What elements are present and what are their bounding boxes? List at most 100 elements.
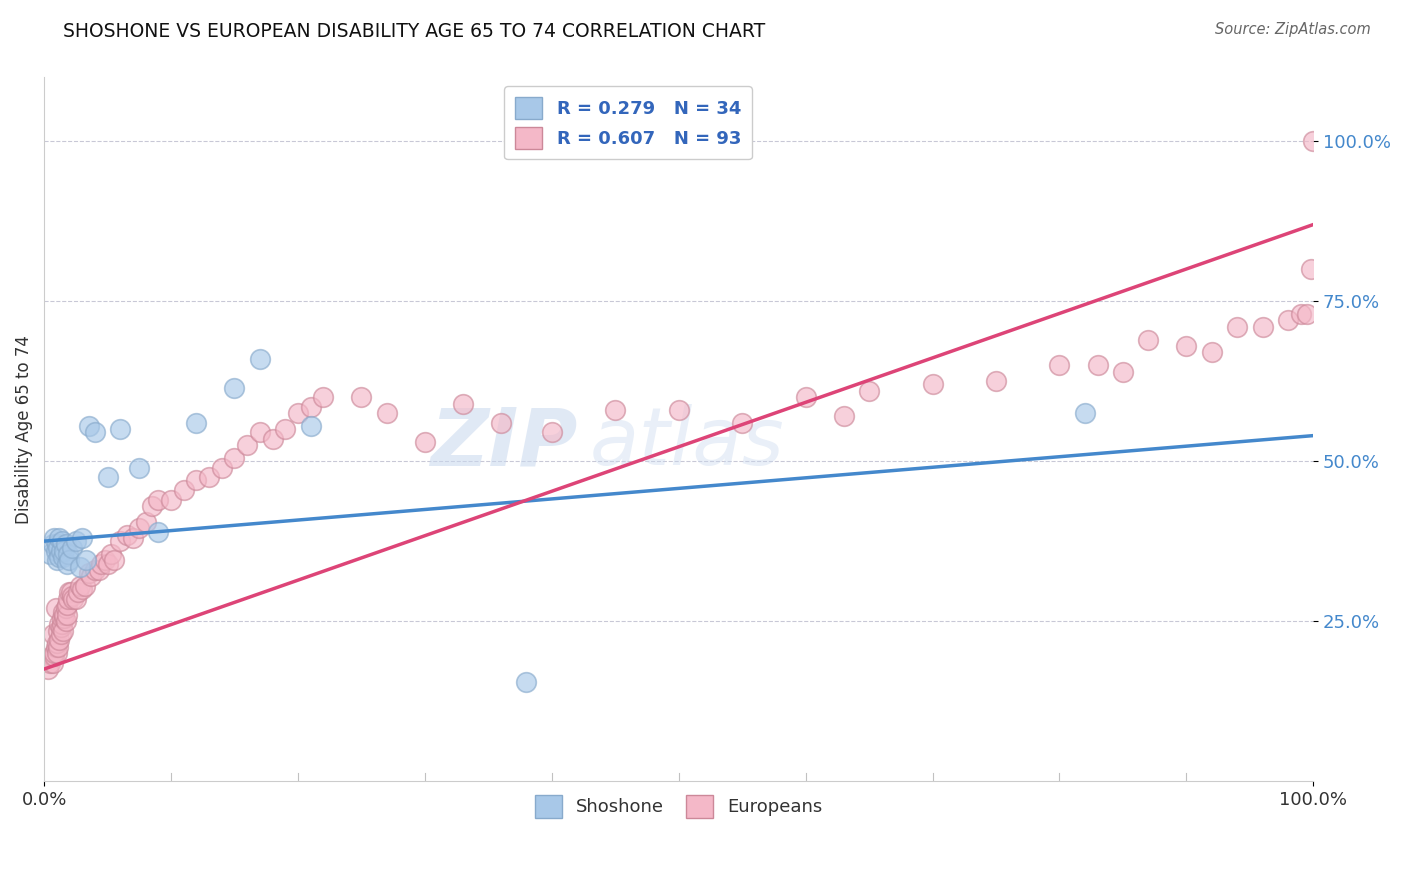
Point (97, 470, 120, 484)
Point (58, 585, 80, 599)
Point (413, 435, 436, 450)
Point (540, 425, 562, 440)
Point (1302, 135, 1324, 149)
Point (56, 557, 79, 571)
Point (58, 591, 80, 606)
Point (299, 400, 322, 414)
Point (62, 591, 84, 606)
Point (41, 649, 63, 664)
Point (90, 557, 112, 571)
Point (186, 474, 208, 488)
Point (46, 624, 69, 638)
Point (858, 384, 880, 398)
Text: Source: ZipAtlas.com: Source: ZipAtlas.com (1215, 22, 1371, 37)
Point (1049, 358, 1071, 372)
Y-axis label: Disability Age 65 to 74: Disability Age 65 to 74 (15, 334, 32, 524)
Point (515, 674, 537, 689)
Point (48, 531, 70, 545)
Point (1112, 365, 1135, 379)
Point (100, 547, 122, 561)
Point (211, 460, 233, 475)
Point (53, 611, 76, 625)
Point (53, 607, 76, 622)
Point (75, 553, 97, 567)
Point (224, 450, 246, 465)
Point (48, 550, 70, 565)
Point (67, 585, 90, 599)
Point (69, 559, 91, 574)
Point (65, 534, 87, 549)
Point (44, 649, 66, 664)
Point (77, 419, 100, 434)
Point (731, 416, 754, 430)
Text: ZIP: ZIP (430, 404, 576, 483)
Point (51, 617, 73, 632)
Point (55, 614, 77, 628)
Point (77, 566, 100, 581)
Point (274, 422, 297, 436)
Point (249, 351, 271, 366)
Point (668, 403, 690, 417)
Point (65, 591, 87, 606)
Point (198, 470, 221, 484)
Point (115, 527, 138, 541)
Point (375, 406, 398, 420)
Point (48, 617, 70, 632)
Text: atlas: atlas (591, 404, 785, 483)
Point (49, 543, 72, 558)
Point (83, 563, 105, 577)
Point (53, 543, 76, 558)
Point (45, 537, 67, 551)
Point (44, 646, 66, 660)
Point (984, 374, 1007, 388)
Point (58, 547, 80, 561)
Point (56, 598, 79, 612)
Point (135, 515, 157, 529)
Point (1074, 406, 1097, 420)
Point (60, 589, 83, 603)
Point (1226, 319, 1249, 334)
Point (42, 656, 65, 670)
Point (1087, 358, 1109, 372)
Point (46, 541, 69, 555)
Point (451, 397, 474, 411)
Point (44, 640, 66, 654)
Point (128, 521, 150, 535)
Point (44, 543, 66, 558)
Point (186, 416, 208, 430)
Point (59, 585, 82, 599)
Point (122, 531, 145, 545)
Point (605, 403, 627, 417)
Point (45, 553, 67, 567)
Point (1137, 333, 1160, 347)
Point (55, 537, 77, 551)
Point (1277, 313, 1299, 327)
Point (52, 605, 75, 619)
Point (39, 547, 62, 561)
Point (52, 624, 75, 638)
Text: SHOSHONE VS EUROPEAN DISABILITY AGE 65 TO 74 CORRELATION CHART: SHOSHONE VS EUROPEAN DISABILITY AGE 65 T… (63, 22, 765, 41)
Legend: Shoshone, Europeans: Shoshone, Europeans (527, 789, 830, 825)
Point (48, 633, 70, 648)
Point (97, 557, 120, 571)
Point (1251, 319, 1274, 334)
Point (110, 422, 132, 436)
Point (832, 409, 855, 424)
Point (160, 492, 183, 507)
Point (236, 438, 259, 452)
Point (37, 662, 59, 676)
Point (70, 582, 93, 596)
Point (70, 531, 93, 545)
Point (350, 390, 373, 404)
Point (56, 607, 79, 622)
Point (42, 627, 65, 641)
Point (110, 534, 132, 549)
Point (103, 553, 125, 567)
Point (224, 381, 246, 395)
Point (1201, 345, 1223, 359)
Point (55, 601, 77, 615)
Point (148, 524, 170, 539)
Point (262, 432, 284, 446)
Point (1296, 307, 1319, 321)
Point (1175, 339, 1198, 353)
